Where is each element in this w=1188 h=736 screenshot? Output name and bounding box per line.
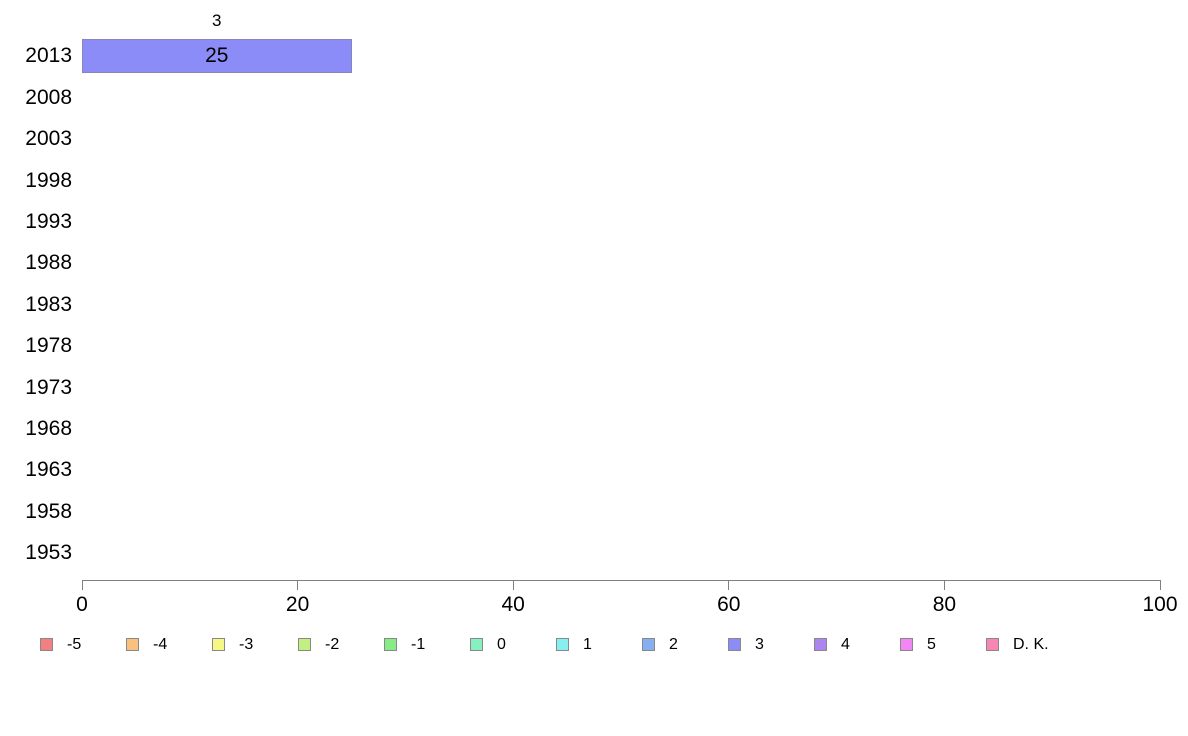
legend-swatch-icon bbox=[384, 638, 397, 651]
x-axis-tick-label: 60 bbox=[717, 593, 741, 616]
legend-label: D. K. bbox=[1013, 635, 1049, 653]
y-axis-label: 1978 bbox=[25, 334, 72, 358]
legend-label: -5 bbox=[67, 635, 82, 653]
legend-item--5: -5 bbox=[40, 635, 82, 653]
legend-item-3: 3 bbox=[728, 635, 764, 653]
legend-label: 4 bbox=[841, 635, 850, 653]
y-axis-label: 2003 bbox=[25, 127, 72, 151]
legend-swatch-icon bbox=[40, 638, 53, 651]
legend-item-4: 4 bbox=[814, 635, 850, 653]
legend-label: 0 bbox=[497, 635, 506, 653]
legend-item-0: 0 bbox=[470, 635, 506, 653]
legend-swatch-icon bbox=[556, 638, 569, 651]
legend-label: 3 bbox=[755, 635, 764, 653]
legend-label: -4 bbox=[153, 635, 168, 653]
legend-item--3: -3 bbox=[212, 635, 254, 653]
x-axis-tick bbox=[297, 580, 299, 590]
y-axis-label: 2013 bbox=[25, 44, 72, 68]
y-axis-label: 1963 bbox=[25, 458, 72, 482]
legend-swatch-icon bbox=[470, 638, 483, 651]
legend-swatch-icon bbox=[212, 638, 225, 651]
y-axis-label: 1968 bbox=[25, 416, 72, 440]
x-axis-tick bbox=[1159, 580, 1161, 590]
y-axis-label: 1998 bbox=[25, 168, 72, 192]
legend-item-dk: D. K. bbox=[986, 635, 1049, 653]
legend-item-2: 2 bbox=[642, 635, 678, 653]
x-axis-tick-label: 100 bbox=[1142, 593, 1178, 616]
y-axis-label: 1988 bbox=[25, 251, 72, 275]
legend-item-1: 1 bbox=[556, 635, 592, 653]
legend-item--1: -1 bbox=[384, 635, 426, 653]
x-axis-tick bbox=[81, 580, 83, 590]
legend-item--4: -4 bbox=[126, 635, 168, 653]
x-axis-line bbox=[82, 580, 1160, 581]
legend-label: -1 bbox=[411, 635, 426, 653]
x-axis-tick bbox=[943, 580, 945, 590]
legend-item--2: -2 bbox=[298, 635, 340, 653]
legend-label: -2 bbox=[325, 635, 340, 653]
legend-swatch-icon bbox=[900, 638, 913, 651]
legend-label: 5 bbox=[927, 635, 936, 653]
y-axis-label: 1993 bbox=[25, 209, 72, 233]
x-axis-tick-label: 0 bbox=[76, 593, 88, 616]
legend-swatch-icon bbox=[814, 638, 827, 651]
legend-swatch-icon bbox=[642, 638, 655, 651]
y-axis-label: 1983 bbox=[25, 292, 72, 316]
legend-swatch-icon bbox=[728, 638, 741, 651]
bar-value-label: 25 bbox=[205, 44, 229, 67]
x-axis-tick-label: 80 bbox=[932, 593, 957, 616]
y-axis-label: 1953 bbox=[25, 541, 72, 565]
x-axis-tick bbox=[512, 580, 514, 590]
bar-2013-series-3: 25 bbox=[82, 39, 352, 73]
bar-series-label: 3 bbox=[212, 11, 222, 30]
legend-swatch-icon bbox=[986, 638, 999, 651]
legend-label: 1 bbox=[583, 635, 592, 653]
legend-label: -3 bbox=[239, 635, 254, 653]
legend-item-5: 5 bbox=[900, 635, 936, 653]
x-axis-tick-label: 40 bbox=[501, 593, 525, 616]
x-axis-tick-label: 20 bbox=[285, 593, 310, 616]
legend-swatch-icon bbox=[298, 638, 311, 651]
x-axis-tick bbox=[728, 580, 730, 590]
y-axis-label: 1958 bbox=[25, 499, 72, 523]
y-axis-label: 2008 bbox=[25, 85, 72, 109]
legend-swatch-icon bbox=[126, 638, 139, 651]
y-axis-label: 1973 bbox=[25, 375, 72, 399]
legend-label: 2 bbox=[669, 635, 678, 653]
